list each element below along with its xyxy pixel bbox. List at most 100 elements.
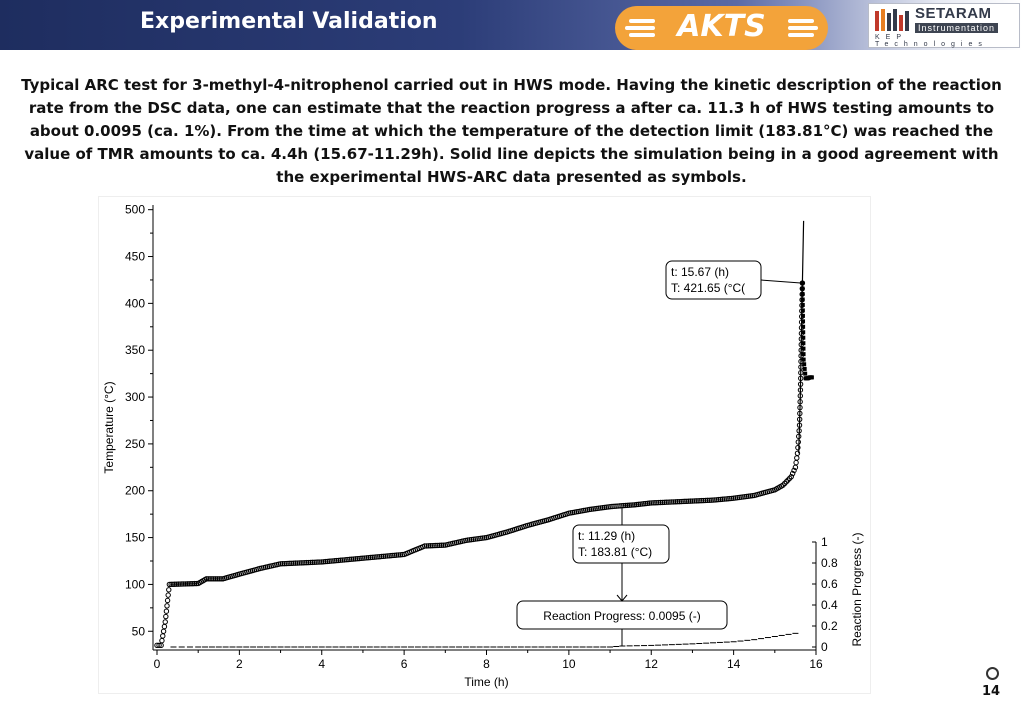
annotation-label: t: 15.67 (h) [671,265,729,279]
data-point [654,499,660,506]
data-point [715,496,722,503]
data-point [801,346,806,351]
data-point [801,352,806,357]
data-point [395,552,402,558]
data-point [378,553,385,560]
data-point [659,499,666,506]
y-tick-label: 350 [125,343,145,357]
slide-title: Experimental Validation [140,9,438,34]
data-point [693,498,699,504]
y-tick-label: 50 [132,624,146,638]
data-point [678,498,684,505]
data-point [706,497,712,503]
data-point [371,554,377,560]
data-point [326,558,332,564]
data-point [656,499,662,506]
data-point [791,467,797,474]
x-tick-label: 4 [318,657,325,671]
data-point [362,555,368,561]
data-point [163,613,169,620]
data-point [676,498,683,505]
data-point [175,581,182,587]
data-point [156,642,162,649]
data-point [646,500,653,506]
data-point [801,319,806,324]
data-point [801,324,806,329]
data-point [292,560,299,566]
data-point [159,637,165,644]
data-point [277,561,284,567]
data-point [334,557,340,564]
data-point [789,470,796,477]
x-tick-label: 16 [809,657,823,671]
data-point [216,576,222,582]
y2-tick-label: 0.2 [821,619,838,633]
data-point [307,559,314,566]
data-point [319,559,325,565]
data-point [436,542,443,549]
data-point [377,553,383,560]
data-point [382,553,389,559]
data-point [335,557,342,564]
data-point [669,499,675,505]
data-point [710,497,716,503]
data-point [637,501,643,507]
data-point [644,500,651,507]
x-tick-label: 8 [483,657,490,671]
annotation-label: T: 183.81 (°C) [578,545,652,559]
y-tick-label: 400 [125,296,145,310]
data-point [708,497,714,503]
series-line [798,220,805,454]
annotation-box [572,524,670,564]
data-point [689,498,696,504]
data-point [193,580,200,587]
y-tick-label: 200 [125,484,145,498]
x-tick-label: 6 [401,657,408,671]
data-point [317,559,323,565]
data-point [290,560,297,566]
data-point [341,557,347,563]
akts-logo-stripe [788,19,814,23]
data-point [305,559,312,566]
data-point [287,560,293,567]
data-point [330,558,336,564]
data-point [188,581,194,587]
data-point [289,560,295,566]
data-point [422,543,428,549]
data-point [375,554,381,560]
y-tick-label: 100 [125,577,145,591]
data-point [328,558,334,564]
data-point [283,560,289,567]
annotation-leader [760,279,803,284]
x-tick-label: 0 [154,657,161,671]
data-point [203,576,210,582]
data-point [639,501,645,507]
data-point [172,581,178,587]
x-tick-label: 2 [236,657,243,671]
data-point [801,357,806,362]
data-point [190,580,196,587]
data-point [699,497,705,504]
data-point [164,603,170,609]
data-point [209,576,215,582]
annotation-label: T: 421.65 (°C( [671,281,745,295]
data-point [643,500,649,507]
data-point [697,498,703,504]
data-point [665,499,671,505]
data-point [168,581,174,588]
data-point [682,498,688,505]
akts-logo-stripe [625,26,655,30]
data-point [721,496,727,502]
data-point [661,499,668,506]
data-point [712,497,718,503]
data-point [182,581,189,587]
data-point [300,560,306,566]
data-point [302,560,308,566]
data-point [633,501,640,508]
data-point [704,497,711,504]
data-point [423,543,430,549]
y-tick-label: 150 [125,531,145,545]
data-point [628,502,634,508]
data-point [440,542,447,548]
data-point [164,597,171,604]
